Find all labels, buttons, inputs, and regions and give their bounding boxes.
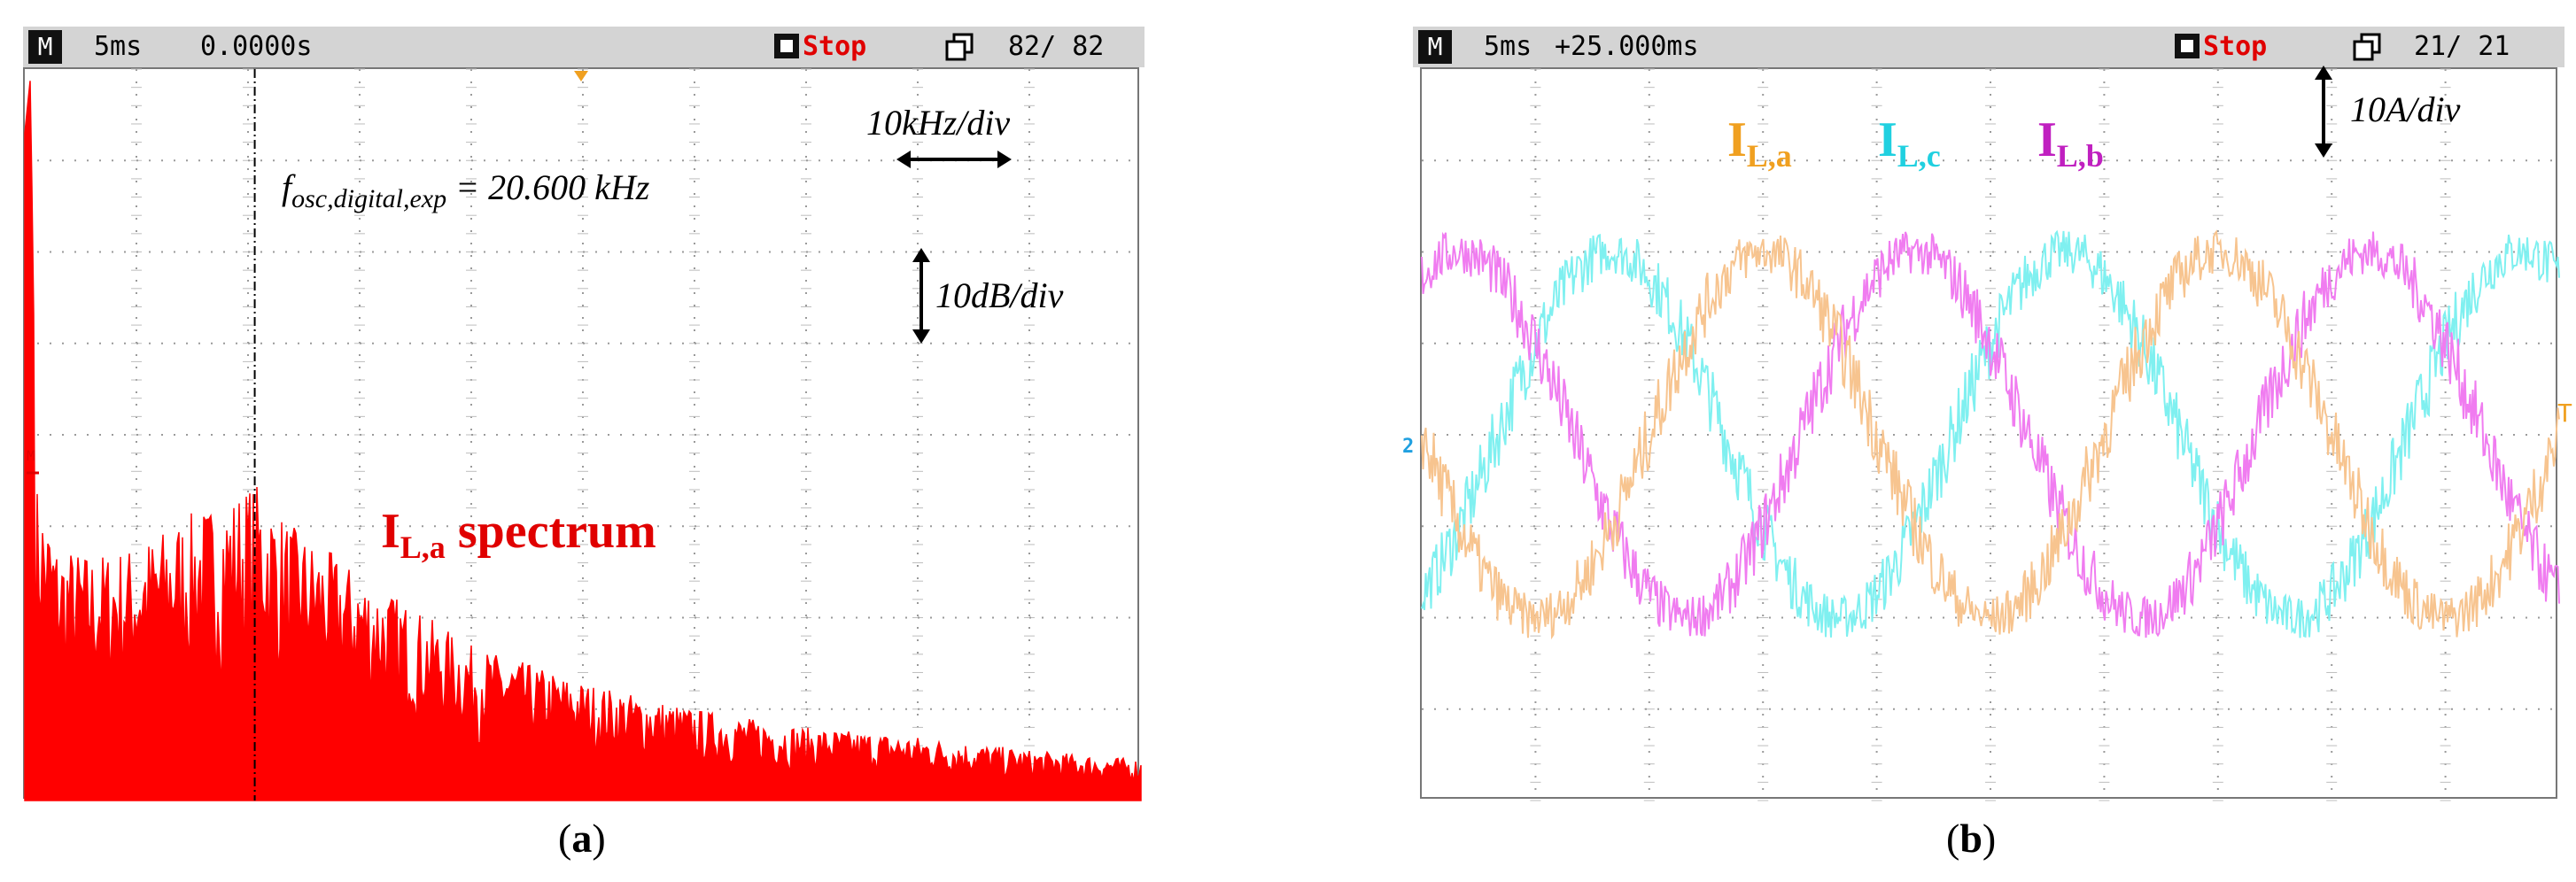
mode-indicator: M xyxy=(28,30,62,64)
phase-c-label-sub: L,c xyxy=(1897,138,1941,174)
caption-a-close: ) xyxy=(592,816,606,861)
spectrum-label-sub: L,a xyxy=(400,530,446,566)
caption-b: (b) xyxy=(1946,815,1996,862)
spectrum-panel: M 5ms 0.0000s Stop 82/ 82 M 10kHz/div 10… xyxy=(0,0,1144,882)
run-state: Stop xyxy=(803,31,867,62)
x-scale-annotation: 10kHz/div xyxy=(866,103,1011,143)
trigger-pointer-icon xyxy=(574,71,588,81)
waveform-panel: M 5ms +25.000ms Stop 21/ 21 2 T 10A/div … xyxy=(1402,0,2576,882)
phase-a-label-sub: L,a xyxy=(1746,138,1792,174)
frequency-annotation: fosc,digital,exp = 20.600 kHz xyxy=(282,166,649,214)
phase-a-label: IL,a xyxy=(1727,112,1792,174)
caption-a: (a) xyxy=(558,815,606,862)
caption-a-letter: a xyxy=(571,816,593,861)
frequency-value: = 20.600 kHz xyxy=(455,167,650,207)
trigger-level-marker: T xyxy=(2557,398,2572,428)
time-readout: +25.000ms xyxy=(1555,31,1699,62)
grid xyxy=(1422,68,2559,801)
spectrum-label-main: I xyxy=(381,504,400,559)
stop-square-icon xyxy=(774,34,799,58)
phase-b-label: IL,b xyxy=(2037,112,2104,174)
y-scale-arrow-icon xyxy=(912,248,930,344)
phase-c-label: IL,c xyxy=(1878,112,1941,174)
waveform-screen xyxy=(1420,67,2560,801)
frequency-symbol: f xyxy=(282,167,292,207)
timebase-readout: 5ms xyxy=(94,31,143,62)
caption-b-close: ) xyxy=(1982,816,1997,861)
spectrum-plot xyxy=(24,68,1142,801)
svg-text:M: M xyxy=(27,447,35,464)
mode-indicator: M xyxy=(1418,30,1452,64)
acquisition-count: 82/ 82 xyxy=(1008,31,1105,62)
spectrum-series xyxy=(24,81,1142,801)
scope-status-bar: M 5ms 0.0000s Stop 82/ 82 xyxy=(23,27,1144,67)
frequency-subscript: osc,digital,exp xyxy=(291,184,447,213)
y-scale-annotation: 10dB/div xyxy=(935,275,1064,315)
y-scale-annotation: 10A/div xyxy=(2350,89,2461,129)
caption-b-letter: b xyxy=(1959,816,1982,861)
caption-b-open: ( xyxy=(1946,816,1960,861)
phase-b-label-main: I xyxy=(2037,112,2057,167)
ref-marker-icon: M xyxy=(27,447,39,475)
phase-a-label-main: I xyxy=(1727,112,1747,167)
spectrum-label: IL,a spectrum xyxy=(381,503,656,566)
phase-c-label-main: I xyxy=(1878,112,1897,167)
sequence-icon xyxy=(945,33,974,61)
x-scale-arrow-icon xyxy=(896,151,1012,168)
sequence-icon xyxy=(2353,33,2381,61)
stop-square-icon xyxy=(2175,34,2200,58)
y-scale-arrow-icon xyxy=(2315,66,2332,158)
phase-b-label-sub: L,b xyxy=(2056,138,2104,174)
caption-a-open: ( xyxy=(558,816,572,861)
acquisition-count: 21/ 21 xyxy=(2414,31,2510,62)
timebase-readout: 5ms xyxy=(1484,31,1532,62)
scope-status-bar: M 5ms +25.000ms Stop 21/ 21 xyxy=(1413,27,2564,67)
run-state: Stop xyxy=(2203,31,2268,62)
spectrum-screen xyxy=(23,67,1142,801)
time-readout: 0.0000s xyxy=(200,31,313,62)
phase-a-series xyxy=(1421,229,2560,640)
spectrum-label-suffix: spectrum xyxy=(445,504,656,559)
channel-marker: 2 xyxy=(1402,436,1415,458)
waveform-plot xyxy=(1421,68,2560,801)
